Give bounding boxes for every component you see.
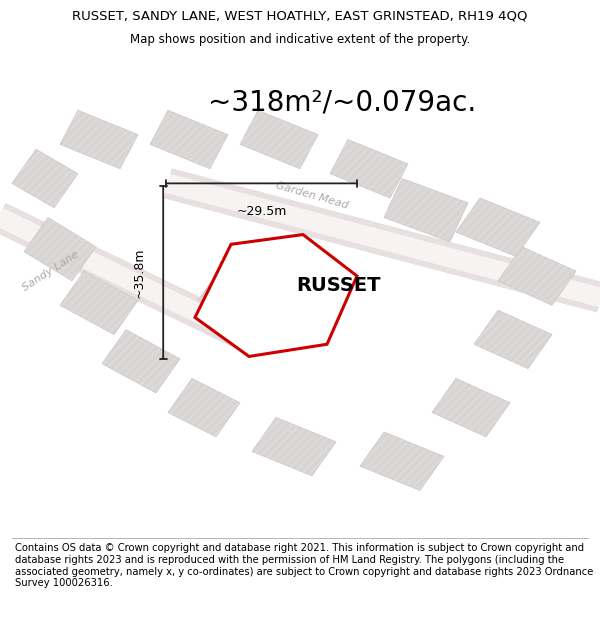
Text: RUSSET: RUSSET [297, 276, 381, 295]
Polygon shape [12, 149, 78, 208]
Text: Contains OS data © Crown copyright and database right 2021. This information is : Contains OS data © Crown copyright and d… [15, 543, 593, 588]
Polygon shape [456, 198, 540, 256]
Text: ~318m²/~0.079ac.: ~318m²/~0.079ac. [208, 89, 476, 117]
Text: RUSSET, SANDY LANE, WEST HOATHLY, EAST GRINSTEAD, RH19 4QQ: RUSSET, SANDY LANE, WEST HOATHLY, EAST G… [72, 9, 528, 22]
Polygon shape [360, 432, 444, 491]
Polygon shape [60, 271, 138, 334]
Polygon shape [498, 247, 576, 305]
Polygon shape [198, 266, 282, 325]
Polygon shape [384, 179, 468, 242]
Polygon shape [102, 329, 180, 393]
Polygon shape [60, 110, 138, 169]
Polygon shape [150, 110, 228, 169]
Text: ~29.5m: ~29.5m [236, 205, 287, 218]
Polygon shape [168, 378, 240, 437]
Polygon shape [330, 139, 408, 198]
Text: Garden Mead: Garden Mead [275, 181, 349, 211]
Polygon shape [474, 310, 552, 369]
Polygon shape [252, 418, 336, 476]
Polygon shape [240, 110, 318, 169]
Text: Sandy Lane: Sandy Lane [21, 249, 81, 293]
Polygon shape [432, 378, 510, 437]
Polygon shape [195, 234, 357, 356]
Text: ~35.8m: ~35.8m [133, 247, 146, 298]
Text: Map shows position and indicative extent of the property.: Map shows position and indicative extent… [130, 32, 470, 46]
Polygon shape [24, 217, 96, 281]
